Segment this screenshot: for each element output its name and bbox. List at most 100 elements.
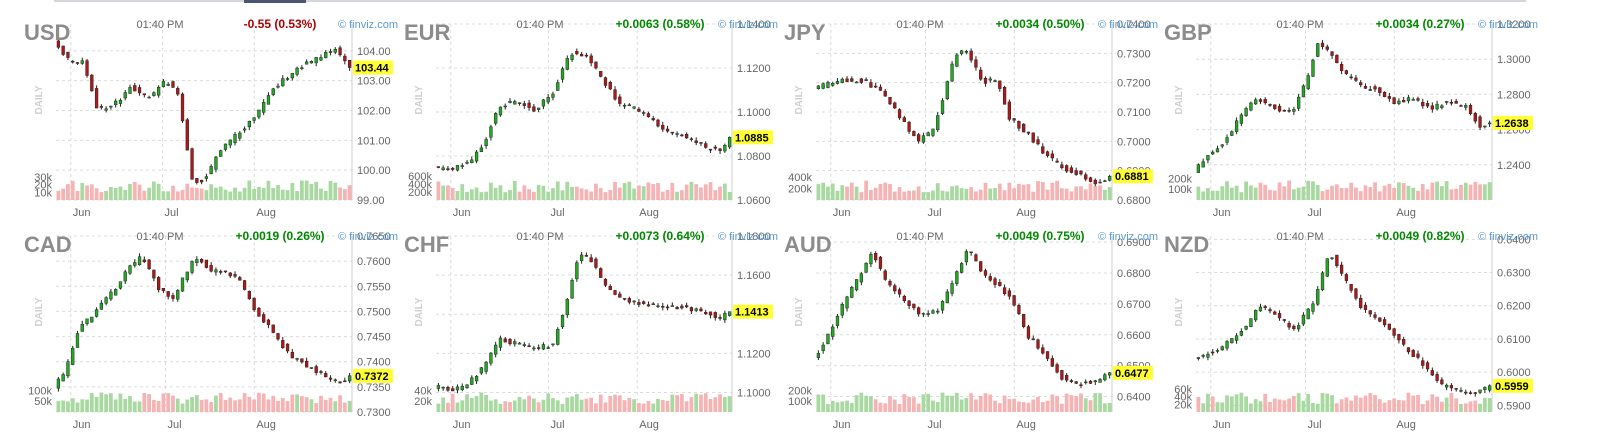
candle xyxy=(936,112,940,133)
candle-body xyxy=(1473,113,1477,122)
volume-bar xyxy=(584,189,589,200)
candle xyxy=(161,287,166,294)
candle xyxy=(1002,284,1007,296)
candle-body xyxy=(622,298,627,300)
candle xyxy=(508,337,512,346)
volume-bar xyxy=(271,188,276,200)
candle xyxy=(821,82,825,90)
candle-body xyxy=(988,276,992,281)
candle-body xyxy=(840,78,844,83)
candle xyxy=(1215,348,1220,354)
volume-bar xyxy=(285,190,290,200)
candle-body xyxy=(1036,139,1040,145)
candle-body xyxy=(223,143,228,150)
chart-panel-usd[interactable]: 99.00 100.00 101.00 102.00 103.00 104.00 Jun Ju… xyxy=(22,6,402,222)
candle xyxy=(1449,383,1454,392)
change-label: +0.0063 (0.58%) xyxy=(615,17,704,31)
candle-body xyxy=(570,280,574,299)
volume-bar xyxy=(257,392,261,412)
volume-bar xyxy=(218,393,223,412)
y-tick-label: 0.6200 xyxy=(1497,301,1531,313)
x-tick-label: Jun xyxy=(73,419,91,431)
candle xyxy=(613,86,617,101)
candle xyxy=(262,312,266,323)
volume-bar xyxy=(1473,181,1478,200)
candle-body xyxy=(1249,102,1253,111)
candle-body xyxy=(1103,374,1107,381)
candle-body xyxy=(1416,98,1420,101)
candle xyxy=(80,57,84,65)
volume-bar xyxy=(974,191,978,200)
candle-body xyxy=(281,78,285,87)
candle-body xyxy=(854,279,859,291)
volume-bar xyxy=(603,402,608,412)
candle xyxy=(328,48,333,56)
candle xyxy=(61,45,65,56)
volume-bar xyxy=(1454,398,1459,412)
candle xyxy=(1416,350,1420,360)
candle xyxy=(1103,372,1107,382)
candle xyxy=(537,344,541,351)
candle-body xyxy=(921,313,926,315)
candle-body xyxy=(123,92,127,99)
volume-bar xyxy=(137,401,142,412)
candle-body xyxy=(309,61,314,64)
candle xyxy=(1311,58,1315,78)
volume-bar xyxy=(954,392,959,412)
candle xyxy=(214,155,218,173)
candle xyxy=(109,105,113,110)
candle xyxy=(646,111,651,118)
candle xyxy=(455,384,460,394)
volume-bar xyxy=(1468,401,1473,412)
candle-body xyxy=(1430,370,1434,376)
chart-panel-gbp[interactable]: 1.2400 1.2600 1.2800 1.3000 1.3200 Jun Jul Aug 1… xyxy=(1162,6,1542,222)
candle xyxy=(835,78,840,85)
candle xyxy=(1201,353,1205,359)
candle-body xyxy=(1002,287,1007,294)
candle-body xyxy=(161,287,166,291)
candle-body xyxy=(878,86,883,91)
volume-tick-label: 20k xyxy=(1174,399,1192,411)
chart-panel-aud[interactable]: 0.64000.65000.66000.67000.68000.6900JunJ… xyxy=(782,218,1162,434)
candle-body xyxy=(75,62,80,64)
volume-bar xyxy=(670,182,675,200)
candle-body xyxy=(300,67,304,70)
candle-body xyxy=(661,124,665,130)
volume-bar xyxy=(1397,399,1401,412)
candle xyxy=(157,85,161,98)
candle-body xyxy=(1249,318,1253,327)
volume-bar xyxy=(465,191,469,200)
y-tick-label: 1.1000 xyxy=(737,387,771,399)
chart-panel-jpy[interactable]: 0.68000.69000.70000.71000.72000.73000.74… xyxy=(782,6,1162,222)
candle xyxy=(888,96,892,105)
candle-body xyxy=(276,333,280,340)
candle xyxy=(123,89,127,101)
chart-panel-chf[interactable]: 1.10001.12001.14001.16001.1800JunJulAug2… xyxy=(402,218,782,434)
candle-body xyxy=(257,308,261,317)
candle-body xyxy=(826,81,830,88)
candle-body xyxy=(114,289,118,296)
volume-bar xyxy=(892,399,897,412)
last-price-value: 1.2638 xyxy=(1495,118,1529,130)
candle-body xyxy=(1387,96,1391,99)
volume-bar xyxy=(171,185,175,200)
candle xyxy=(1406,95,1411,104)
volume-bar xyxy=(830,183,835,200)
volume-bar xyxy=(469,189,474,200)
chart-panel-cad[interactable]: 0.7300 0.7350 0.7400 0.7450 0.7500 0.7550 0.76… xyxy=(22,218,402,434)
volume-bar xyxy=(1363,395,1368,412)
volume-bar xyxy=(718,186,722,200)
candle xyxy=(840,302,844,319)
volume-bar xyxy=(109,393,113,412)
candle-body xyxy=(1060,164,1064,169)
candle xyxy=(685,132,689,139)
chart-panel-nzd[interactable]: 0.5900 0.6000 0.6100 0.6200 0.6300 0.6400 Jun J… xyxy=(1162,218,1542,434)
candle-body xyxy=(1344,70,1349,74)
candle-body xyxy=(1258,306,1263,312)
candles-usd xyxy=(56,37,352,185)
volume-bar xyxy=(450,393,455,412)
candle xyxy=(537,107,541,113)
candle-body xyxy=(61,45,65,55)
chart-panel-eur[interactable]: 1.0600 1.0800 1.1000 1.1200 1.1400 Jun Jul Aug 2… xyxy=(402,6,782,222)
candle xyxy=(912,130,916,137)
